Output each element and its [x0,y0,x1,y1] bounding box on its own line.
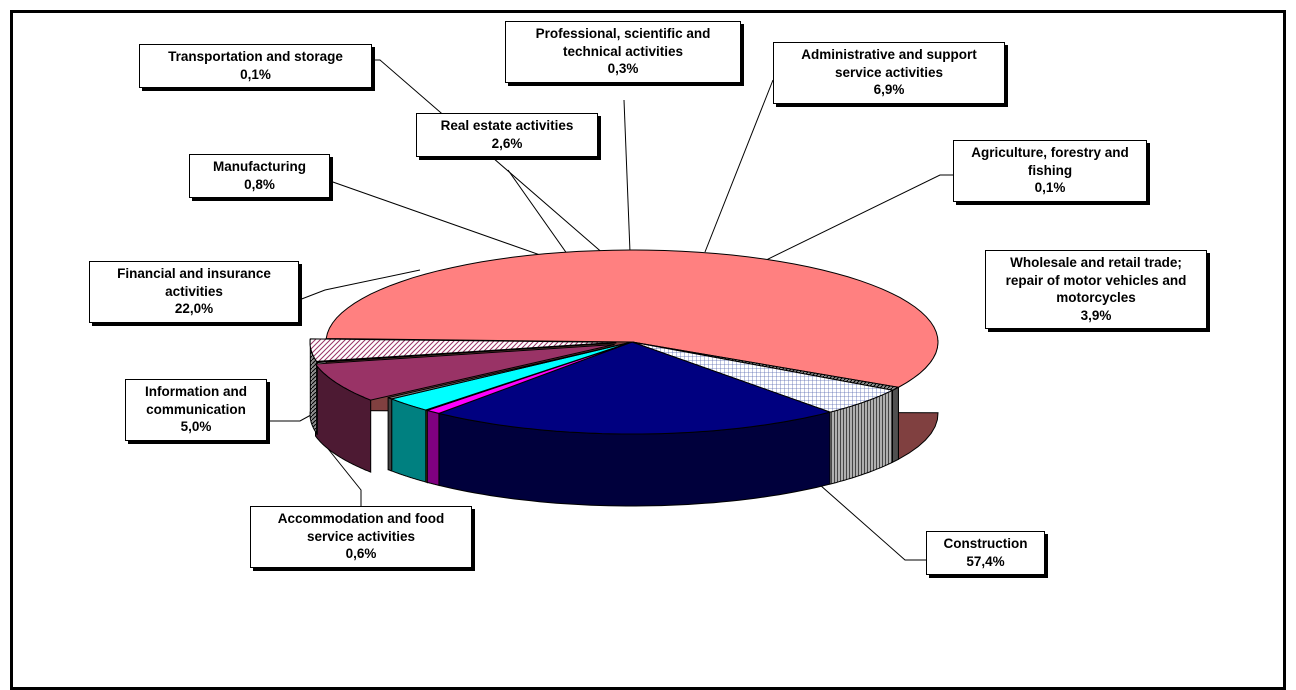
label-agriculture-pct: 0,1% [960,179,1140,197]
label-transportation: Transportation and storage 0,1% [139,44,372,88]
pie-side-4 [427,410,439,485]
label-accommodation-pct: 0,6% [257,545,465,563]
label-accommodation-text-1: Accommodation and food [257,510,465,528]
label-manufacturing-text: Manufacturing [196,158,323,176]
label-realestate-pct: 2,6% [423,135,591,153]
label-accommodation: Accommodation and food service activitie… [250,506,472,568]
leader-line-1 [624,100,630,252]
label-realestate-text: Real estate activities [423,117,591,135]
label-manufacturing: Manufacturing 0,8% [189,154,330,198]
pie-chart [0,0,1296,675]
label-wholesale-text-1: Wholesale and retail trade; [992,254,1200,272]
label-construction-text: Construction [933,535,1038,553]
leader-line-2 [705,80,773,252]
label-professional-text-2: technical activities [512,43,734,61]
label-financial-text-2: activities [96,283,292,301]
label-professional-pct: 0,3% [512,60,734,78]
pie-side-6 [392,399,426,482]
leader-line-4 [330,181,560,262]
label-agriculture: Agriculture, forestry and fishing 0,1% [953,140,1147,202]
label-financial-text-1: Financial and insurance [96,265,292,283]
label-financial: Financial and insurance activities 22,0% [89,261,299,323]
leader-line-0 [372,60,605,255]
label-transportation-text: Transportation and storage [146,48,365,66]
label-agriculture-text-2: fishing [960,162,1140,180]
label-construction: Construction 57,4% [926,531,1045,575]
leader-line-3 [508,170,570,258]
label-information-text-2: communication [132,401,260,419]
label-wholesale-text-3: motorcycles [992,289,1200,307]
label-wholesale: Wholesale and retail trade; repair of mo… [985,250,1207,329]
label-manufacturing-pct: 0,8% [196,176,323,194]
label-agriculture-text-1: Agriculture, forestry and [960,144,1140,162]
label-information-pct: 5,0% [132,418,260,436]
label-wholesale-pct: 3,9% [992,307,1200,325]
label-administrative-pct: 6,9% [780,81,998,99]
label-administrative-text-2: service activities [780,64,998,82]
label-transportation-pct: 0,1% [146,66,365,84]
label-wholesale-text-2: repair of motor vehicles and [992,272,1200,290]
leader-line-5 [762,175,953,262]
label-administrative: Administrative and support service activ… [773,42,1005,104]
pie-side-7 [388,398,392,471]
label-professional-text-1: Professional, scientific and [512,25,734,43]
label-professional: Professional, scientific and technical a… [505,21,741,83]
label-construction-pct: 57,4% [933,553,1038,571]
pie-side-1 [893,387,899,462]
label-realestate: Real estate activities 2,6% [416,113,598,157]
label-accommodation-text-2: service activities [257,528,465,546]
label-information: Information and communication 5,0% [125,379,267,441]
label-administrative-text-1: Administrative and support [780,46,998,64]
leader-line-9 [820,485,926,560]
label-financial-pct: 22,0% [96,300,292,318]
label-information-text-1: Information and [132,383,260,401]
